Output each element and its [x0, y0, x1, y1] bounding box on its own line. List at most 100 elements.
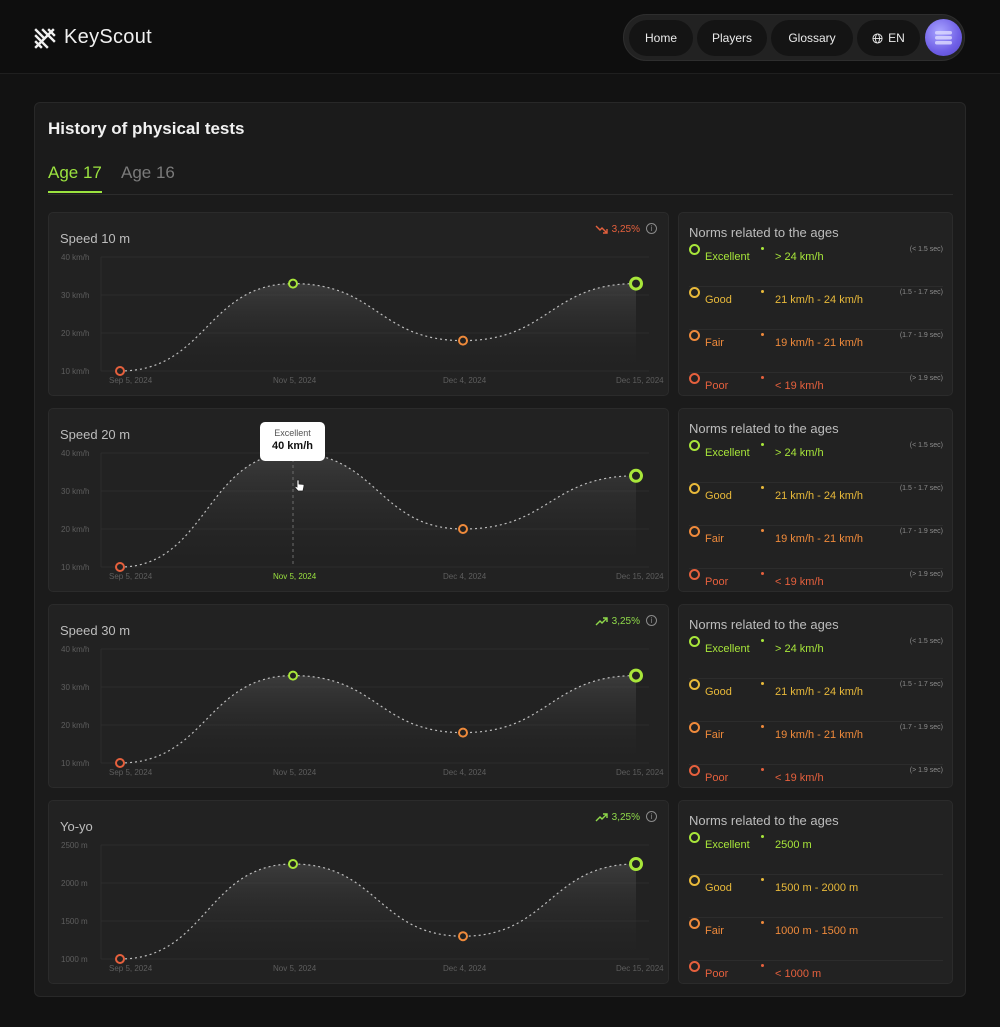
- data-point[interactable]: [458, 931, 468, 942]
- hand-cursor-icon: [294, 479, 305, 492]
- level-ring-icon: [689, 287, 700, 298]
- data-point[interactable]: [458, 335, 468, 346]
- trend-indicator: 3,25%: [595, 224, 640, 235]
- data-point[interactable]: [288, 278, 298, 289]
- data-point[interactable]: [288, 859, 298, 869]
- chart-title: Yo-yo: [60, 819, 93, 834]
- line-chart: 40 km/h 30 km/h 20 km/h 10 km/h Sep 5, 2024 N…: [61, 448, 664, 581]
- norm-row-excellent: Excellent 2500 m: [689, 832, 943, 875]
- avatar[interactable]: [925, 19, 962, 56]
- norm-level-label: Fair: [705, 337, 724, 349]
- norm-row-fair: Fair 19 km/h - 21 km/h (1.7 - 1.9 sec): [689, 330, 943, 373]
- data-point[interactable]: [115, 758, 125, 768]
- top-bar: KeyScout Home Players Glossary EN: [0, 0, 1000, 74]
- bullet-dot: [761, 247, 764, 250]
- norm-seconds: (1.7 - 1.9 sec): [899, 724, 943, 731]
- norms-title: Norms related to the ages: [689, 617, 839, 632]
- norm-seconds: (< 1.5 sec): [909, 442, 943, 449]
- level-ring-icon: [689, 330, 700, 341]
- y-tick-label: 40 km/h: [61, 645, 89, 654]
- norm-row-poor: Poor < 1000 m: [689, 961, 943, 1004]
- chart-panel: Speed 10 m 3,25% i 40 km/h 30 km/h 20 km/h 10 …: [48, 212, 669, 396]
- y-tick-label: 1500 m: [61, 917, 88, 926]
- y-tick-label: 10 km/h: [61, 563, 89, 572]
- y-tick-label: 2500 m: [61, 841, 88, 850]
- y-tick-label: 1000 m: [61, 955, 88, 964]
- data-point[interactable]: [458, 524, 468, 534]
- x-tick-label: Dec 4, 2024: [443, 768, 487, 777]
- y-tick-label: 20 km/h: [61, 525, 89, 534]
- info-icon[interactable]: i: [646, 223, 657, 234]
- series-line: [119, 674, 637, 764]
- line-chart: 40 km/h 30 km/h 20 km/h 10 km/h Sep 5, 2024 N…: [61, 645, 664, 777]
- x-tick-label: Sep 5, 2024: [109, 768, 153, 777]
- bullet-dot: [761, 835, 764, 838]
- norm-range: < 19 km/h: [775, 772, 824, 784]
- level-ring-icon: [689, 875, 700, 886]
- norm-level-label: Poor: [705, 380, 729, 392]
- norm-level-label: Good: [705, 294, 732, 306]
- data-point[interactable]: [115, 366, 125, 376]
- norm-seconds: (< 1.5 sec): [909, 638, 943, 645]
- data-point[interactable]: [629, 857, 643, 871]
- norm-row-fair: Fair 1000 m - 1500 m: [689, 918, 943, 961]
- level-ring-icon: [689, 832, 700, 843]
- norm-level-label: Good: [705, 490, 732, 502]
- y-tick-label: 10 km/h: [61, 759, 89, 768]
- data-point[interactable]: [288, 670, 298, 681]
- norms-title: Norms related to the ages: [689, 813, 839, 828]
- data-point[interactable]: [115, 562, 125, 572]
- area-fill: [120, 453, 636, 567]
- data-point[interactable]: [629, 276, 643, 291]
- chart-title: Speed 30 m: [60, 623, 131, 638]
- info-icon[interactable]: i: [646, 615, 657, 626]
- trend-indicator: 3,25%: [595, 616, 640, 627]
- norm-level-label: Good: [705, 882, 732, 894]
- trend-value: 3,25%: [611, 812, 640, 823]
- norm-seconds: (< 1.5 sec): [909, 246, 943, 253]
- norms-panel: Norms related to the ages Excellent > 24 k…: [678, 604, 953, 788]
- bullet-dot: [761, 878, 764, 881]
- norm-level-label: Fair: [705, 925, 724, 937]
- norm-row-fair: Fair 19 km/h - 21 km/h (1.7 - 1.9 sec): [689, 722, 943, 765]
- data-point[interactable]: [629, 668, 643, 683]
- info-icon[interactable]: i: [646, 811, 657, 822]
- bullet-dot: [761, 333, 764, 336]
- norm-row-excellent: Excellent > 24 km/h (< 1.5 sec): [689, 440, 943, 483]
- bullet-dot: [761, 529, 764, 532]
- line-chart: 2500 m 2000 m 1500 m 1000 m Sep 5, 2024 Nov 5…: [61, 841, 664, 973]
- logo[interactable]: KeyScout: [34, 26, 152, 49]
- tab-age-17[interactable]: Age 17: [48, 163, 102, 193]
- stack-icon: [935, 31, 952, 45]
- x-tick-label: Nov 5, 2024: [273, 964, 317, 973]
- area-fill: [120, 864, 636, 959]
- norm-row-good: Good 21 km/h - 24 km/h (1.5 - 1.7 sec): [689, 679, 943, 722]
- language-selector[interactable]: EN: [857, 20, 920, 56]
- nav-players[interactable]: Players: [697, 20, 767, 56]
- nav-glossary[interactable]: Glossary: [771, 20, 853, 56]
- norm-range: 21 km/h - 24 km/h: [775, 294, 864, 306]
- level-ring-icon: [689, 373, 700, 384]
- chart-panel: Yo-yo 3,25% i 2500 m 2000 m 1500 m 1000 m Sep 5…: [48, 800, 669, 984]
- norm-seconds: (1.5 - 1.7 sec): [899, 289, 943, 296]
- data-point[interactable]: [629, 468, 643, 483]
- level-ring-icon: [689, 961, 700, 972]
- norm-range: 19 km/h - 21 km/h: [775, 337, 864, 349]
- norm-seconds: (> 1.9 sec): [909, 571, 943, 578]
- nav-home[interactable]: Home: [629, 20, 693, 56]
- level-ring-icon: [689, 526, 700, 537]
- y-tick-label: 30 km/h: [61, 683, 89, 692]
- data-point[interactable]: [458, 727, 468, 738]
- level-ring-icon: [689, 636, 700, 647]
- globe-icon: [872, 32, 883, 44]
- level-ring-icon: [689, 722, 700, 733]
- norm-seconds: (1.5 - 1.7 sec): [899, 485, 943, 492]
- norm-range: > 24 km/h: [775, 251, 824, 263]
- norm-row-excellent: Excellent > 24 km/h (< 1.5 sec): [689, 244, 943, 287]
- tab-age-16[interactable]: Age 16: [121, 163, 175, 182]
- data-point[interactable]: [115, 954, 125, 964]
- norm-range: 19 km/h - 21 km/h: [775, 729, 864, 741]
- series-line: [119, 452, 637, 568]
- norm-row-poor: Poor < 19 km/h (> 1.9 sec): [689, 765, 943, 808]
- chart-title: Speed 20 m: [60, 427, 131, 442]
